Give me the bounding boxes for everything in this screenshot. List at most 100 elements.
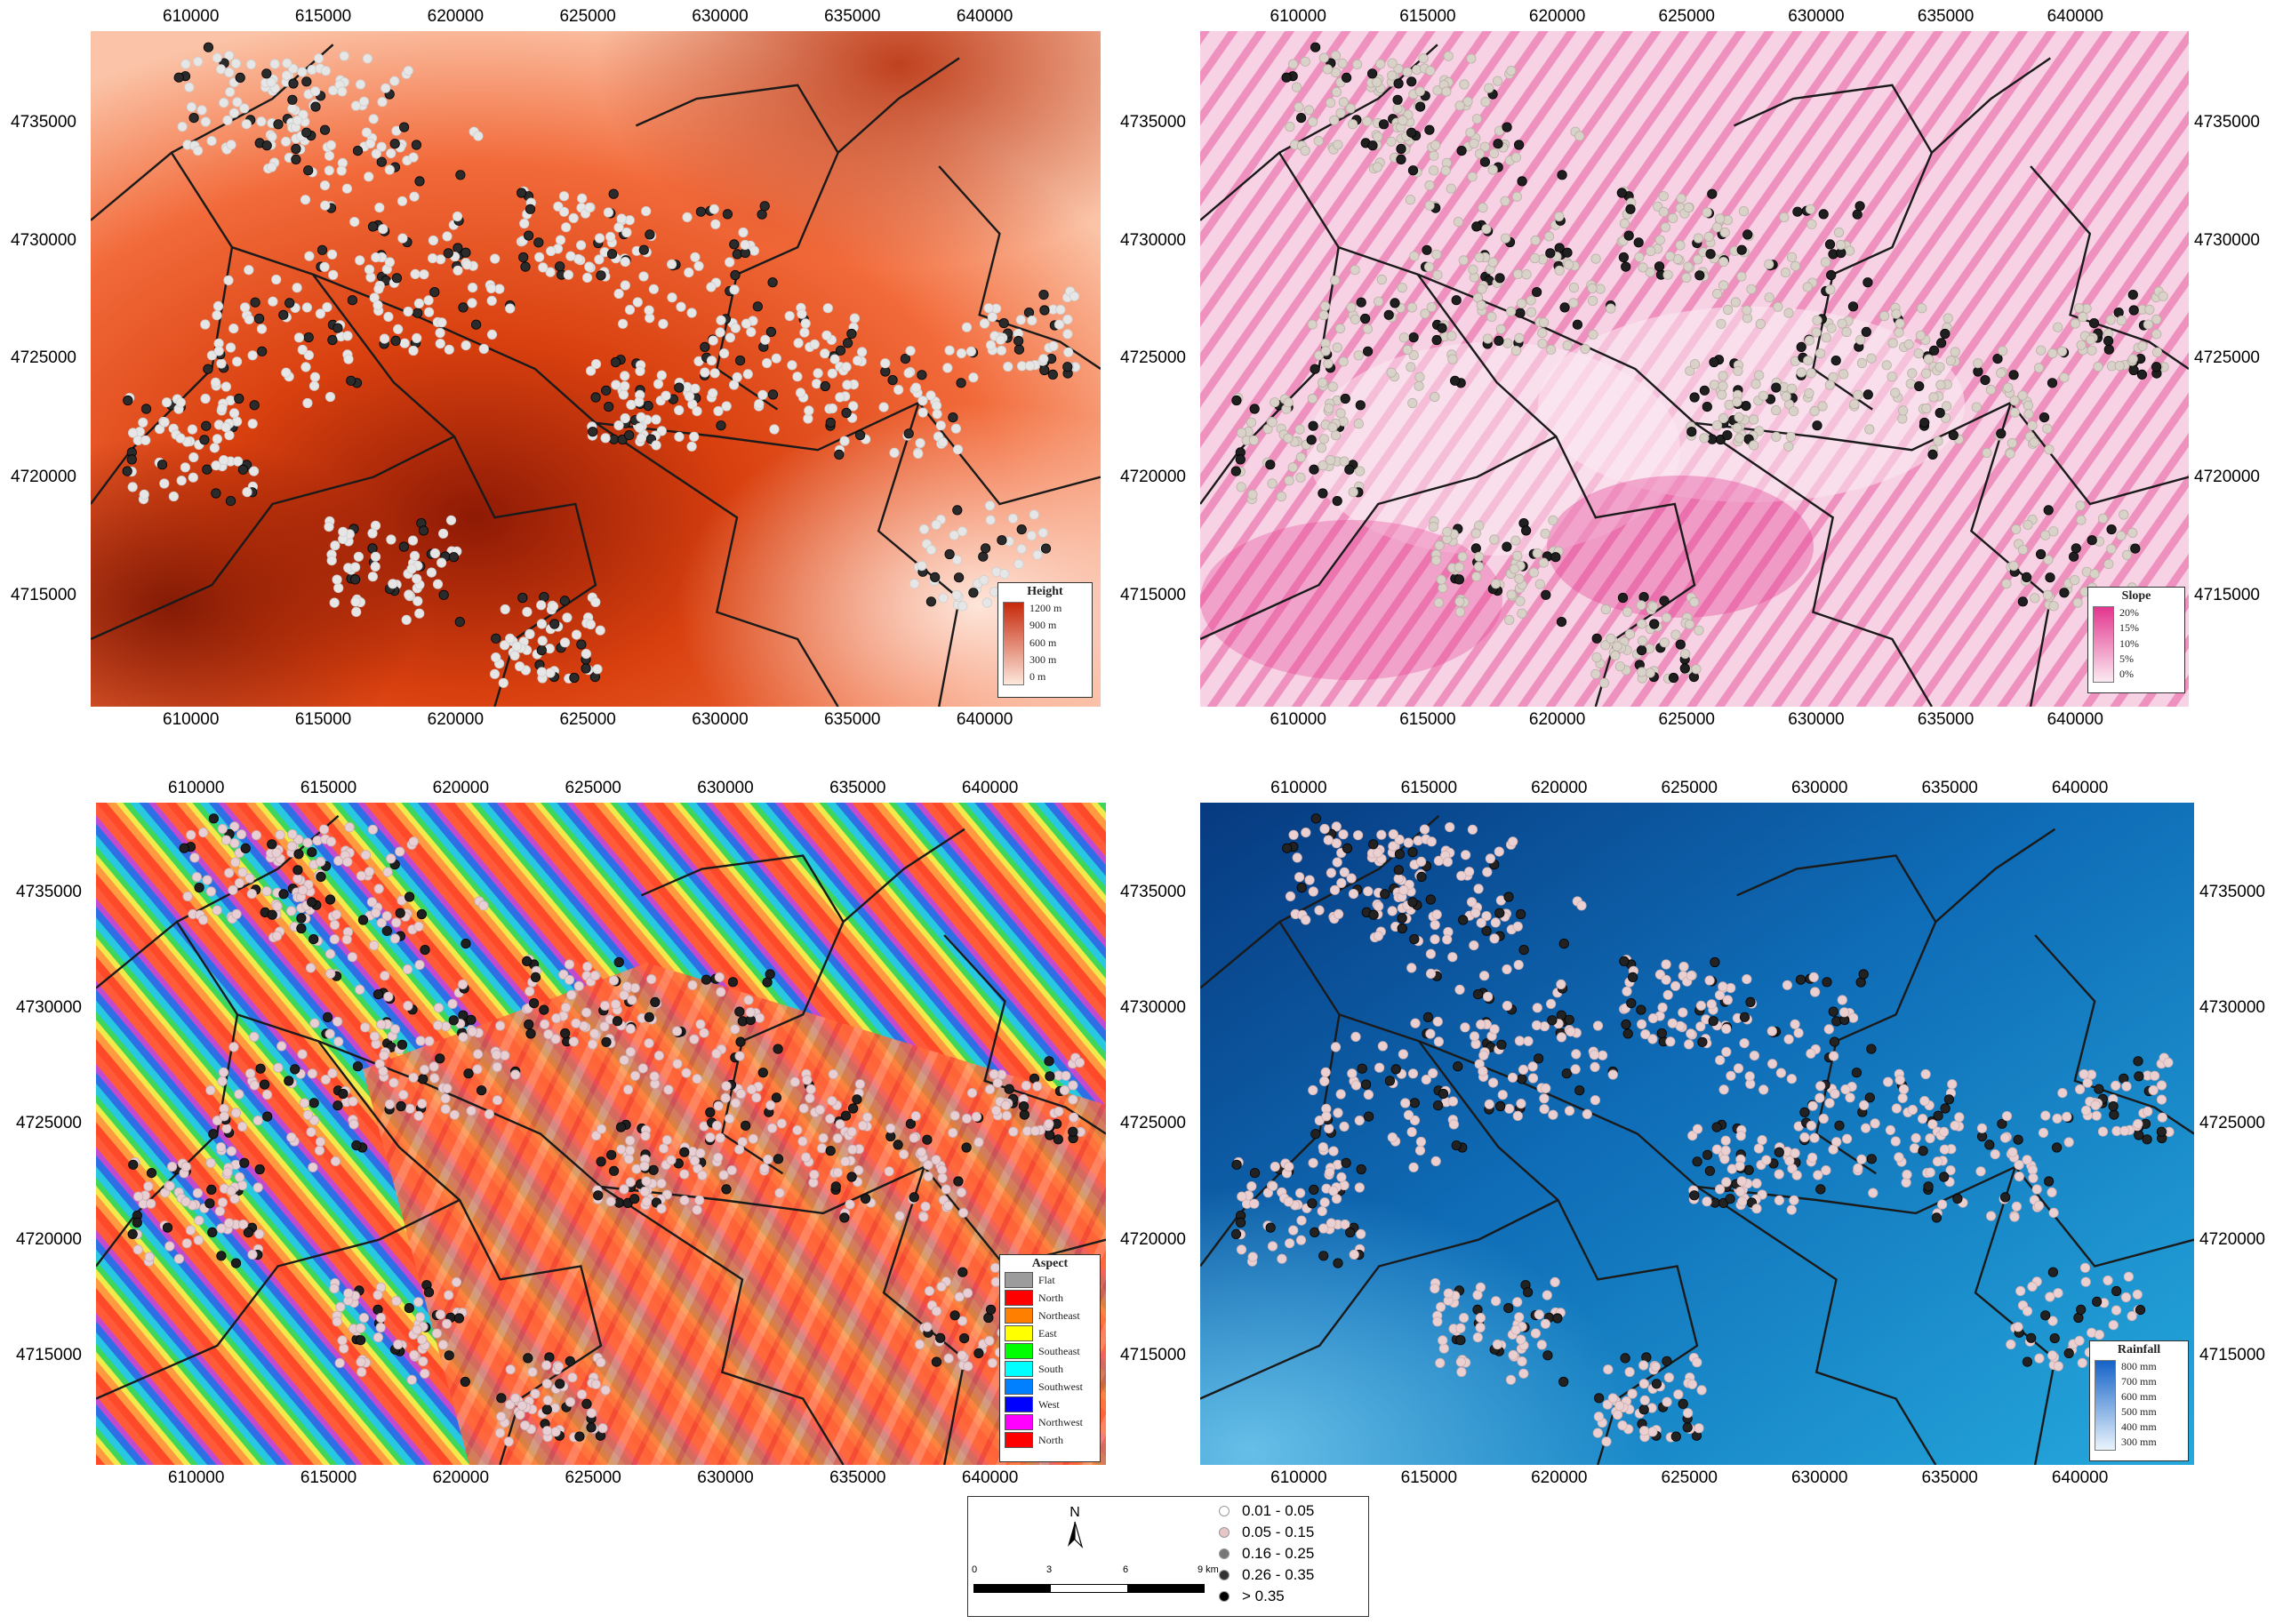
probability-point	[292, 865, 303, 876]
probability-point	[1920, 368, 1932, 379]
probability-point	[1771, 382, 1782, 393]
probability-point	[1307, 393, 1318, 404]
probability-point	[390, 335, 401, 346]
probability-point	[1471, 221, 1482, 232]
probability-point	[292, 115, 303, 126]
probability-point	[541, 1360, 552, 1371]
probability-point	[235, 72, 245, 84]
probability-point	[2009, 407, 2020, 418]
probability-point	[1718, 380, 1728, 391]
probability-point	[202, 464, 212, 475]
probability-point	[1886, 372, 1897, 382]
probability-point	[1587, 295, 1598, 306]
probability-point	[1062, 329, 1073, 340]
probability-point	[918, 1212, 929, 1222]
probability-point	[1614, 661, 1625, 672]
probability-point	[260, 1079, 270, 1090]
probability-point	[1909, 1143, 1920, 1154]
probability-point	[931, 1306, 942, 1316]
probability-point	[413, 1110, 424, 1121]
probability-point	[244, 873, 255, 884]
probability-point	[266, 76, 276, 88]
probability-point	[414, 608, 425, 619]
probability-point	[220, 381, 231, 392]
probability-point	[1513, 959, 1524, 971]
probability-point	[1552, 1313, 1563, 1324]
probability-point	[1720, 1145, 1731, 1156]
probability-point	[832, 1132, 843, 1144]
probability-point	[2151, 362, 2162, 372]
class-legend-item: 0.16 - 0.25	[1219, 1543, 1314, 1564]
probability-point	[2070, 318, 2080, 329]
probability-point	[314, 1145, 325, 1156]
probability-point	[620, 371, 630, 381]
probability-point	[1307, 319, 1318, 330]
probability-point	[268, 296, 278, 307]
probability-point	[1887, 338, 1898, 348]
probability-point	[1433, 597, 1444, 608]
probability-point	[884, 1166, 894, 1177]
probability-point	[212, 300, 224, 311]
probability-point	[1675, 639, 1686, 650]
probability-point	[1739, 1012, 1750, 1022]
probability-point	[1838, 1007, 1850, 1018]
probability-point	[1659, 637, 1670, 648]
probability-point	[1487, 1077, 1499, 1088]
probability-point	[1932, 1156, 1943, 1167]
probability-point	[1795, 974, 1806, 985]
probability-point	[2077, 1357, 2087, 1368]
probability-point	[847, 1103, 859, 1114]
probability-point	[627, 995, 637, 1005]
probability-point	[388, 579, 398, 589]
probability-point	[1670, 1431, 1681, 1442]
probability-point	[2027, 420, 2038, 431]
probability-point	[1523, 1036, 1534, 1046]
municipal-boundary	[1696, 1186, 1937, 1465]
probability-point	[1276, 491, 1287, 502]
probability-point	[1508, 1349, 1518, 1361]
probability-point	[1514, 332, 1525, 343]
probability-point	[1541, 589, 1551, 600]
probability-point	[1517, 1074, 1527, 1084]
probability-point	[666, 259, 677, 269]
probability-point	[404, 892, 415, 902]
probability-point	[734, 355, 746, 366]
probability-point	[1917, 303, 1927, 314]
probability-point	[128, 1159, 139, 1170]
probability-point	[2078, 311, 2088, 323]
probability-point	[757, 1068, 768, 1078]
probability-point	[1806, 368, 1816, 379]
probability-point	[1433, 1036, 1444, 1047]
probability-point	[558, 206, 570, 217]
probability-point	[305, 963, 316, 973]
probability-point	[671, 1026, 683, 1036]
probability-point	[689, 1034, 700, 1044]
probability-point	[1748, 414, 1759, 425]
probability-point	[485, 283, 497, 293]
probability-point	[1696, 1385, 1707, 1396]
municipal-boundary	[1200, 1198, 1559, 1400]
probability-point	[625, 1135, 636, 1146]
probability-point	[247, 419, 258, 429]
probability-point	[2156, 1126, 2167, 1137]
probability-point	[608, 975, 620, 986]
probability-point	[207, 1227, 218, 1237]
probability-point	[1512, 1297, 1523, 1308]
probability-point	[1300, 145, 1310, 156]
probability-point	[599, 1021, 610, 1032]
probability-point	[1317, 1205, 1327, 1217]
probability-point	[2045, 572, 2055, 583]
municipal-boundary	[96, 1198, 461, 1400]
probability-point	[1783, 308, 1794, 318]
probability-point	[360, 1022, 371, 1033]
probability-point	[1267, 417, 1278, 428]
probability-point	[2008, 370, 2019, 380]
probability-point	[931, 1356, 942, 1367]
probability-point	[684, 267, 694, 278]
probability-point	[231, 908, 242, 920]
probability-point	[1039, 364, 1050, 376]
probability-point	[384, 1099, 396, 1109]
probability-point	[1304, 875, 1315, 885]
probability-point	[1467, 172, 1478, 182]
probability-point	[1971, 402, 1982, 412]
